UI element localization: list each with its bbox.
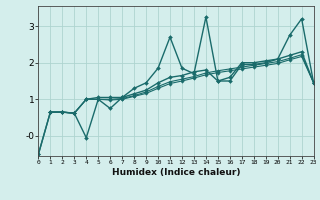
- X-axis label: Humidex (Indice chaleur): Humidex (Indice chaleur): [112, 168, 240, 177]
